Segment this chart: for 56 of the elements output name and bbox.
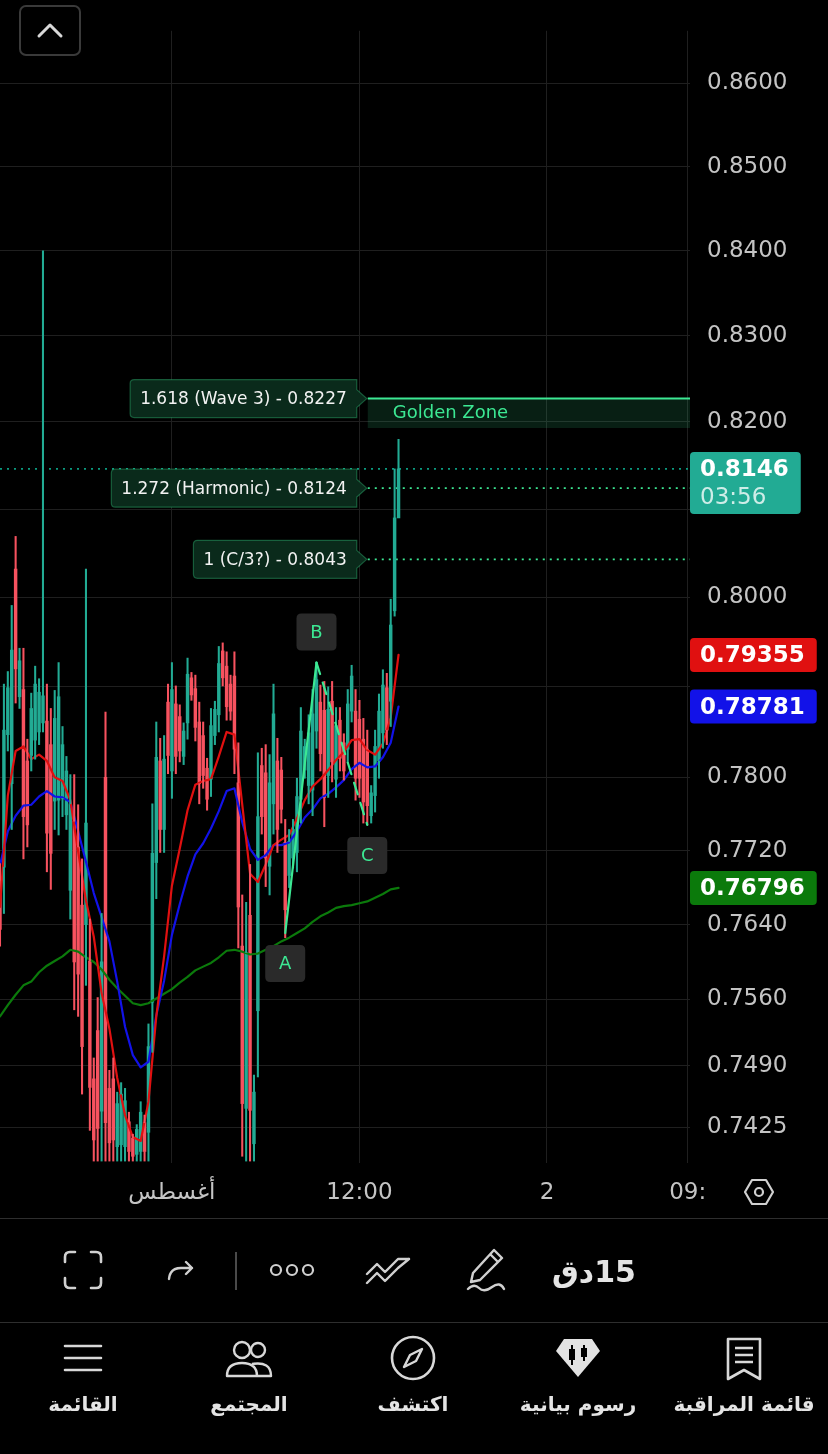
y-tick-label: 0.7490 [707,1050,788,1077]
candlestick [287,829,291,888]
candlestick [248,864,252,1162]
y-tick-label: 0.7800 [707,762,788,789]
text: 0.79355 [700,640,805,667]
text: قائمة المراقبة [673,1392,815,1416]
candlestick [252,1074,256,1162]
y-tick-label: 0.8000 [707,582,788,609]
candlestick [217,646,221,733]
candlestick [174,685,178,775]
text: 03:56 [700,482,767,509]
x-tick-label: 2 [539,1177,555,1204]
candlestick [209,708,213,797]
y-tick-label: 0.8200 [707,406,788,433]
text: 0.8146 [700,454,789,481]
candlestick [326,686,330,798]
y-tick-label: 0.7640 [707,909,788,936]
candlestick [49,708,53,890]
annotation: A [279,952,293,974]
y-tick-label: 0.7560 [707,984,788,1011]
candlestick [158,737,162,853]
text: 15دق [552,1253,636,1289]
x-tick-label: 12:00 [326,1177,393,1204]
annotation: B [310,620,323,642]
y-tick-label: 0.8500 [707,151,788,178]
candlestick [170,662,174,799]
x-tick-label: 09: [669,1177,707,1204]
y-tick-label: 0.7425 [707,1112,788,1139]
y-tick-label: 0.8400 [707,235,788,262]
y-tick-label: 0.8300 [707,320,788,347]
text: رسوم بيانية [519,1392,637,1416]
ref-line-label: 1.272 (Harmonic) - 0.8124 [121,477,347,498]
ref-line-label: 1.618 (Wave 3) - 0.8227 [140,388,347,409]
candlestick [41,250,45,733]
candlestick [84,568,88,986]
band-label: Golden Zone [392,400,509,422]
candlestick [33,665,37,760]
candlestick [45,683,49,873]
ref-line-label: 1 (C/3?) - 0.8043 [203,548,347,569]
candlestick [244,902,248,1162]
candlestick [162,735,166,853]
y-tick-label: 0.7720 [707,835,788,862]
candlestick [166,683,170,775]
annotation: C [360,844,374,866]
text: المجتمع [210,1392,288,1416]
candlestick [119,1082,123,1162]
y-tick-label: 0.8600 [707,68,788,95]
candlestick [115,1091,119,1162]
candlestick [385,673,389,745]
text: 0.78781 [700,692,805,719]
text: 0.76796 [700,873,805,900]
text: القائمة [48,1392,118,1416]
candlestick [256,752,260,1078]
candlestick [330,681,334,783]
x-tick-label: أغسطس [128,1175,216,1205]
text: اكتشف [377,1392,449,1416]
